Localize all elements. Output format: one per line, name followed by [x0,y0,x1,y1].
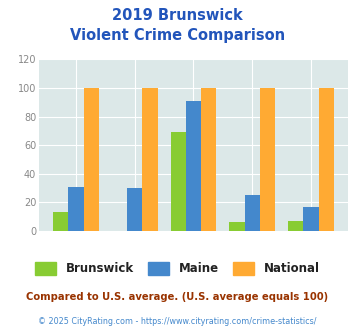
Bar [170,132,186,231]
Bar [186,101,201,231]
Legend: Brunswick, Maine, National: Brunswick, Maine, National [31,258,324,280]
Bar [260,88,275,231]
Text: Compared to U.S. average. (U.S. average equals 100): Compared to U.S. average. (U.S. average … [26,292,329,302]
Bar [69,187,84,231]
Text: 2019 Brunswick: 2019 Brunswick [112,8,243,23]
Bar [229,222,245,231]
Bar [127,188,142,231]
Bar [53,213,69,231]
Bar [201,88,217,231]
Text: © 2025 CityRating.com - https://www.cityrating.com/crime-statistics/: © 2025 CityRating.com - https://www.city… [38,317,317,326]
Text: Violent Crime Comparison: Violent Crime Comparison [70,28,285,43]
Bar [318,88,334,231]
Bar [303,207,318,231]
Bar [245,195,260,231]
Bar [142,88,158,231]
Bar [288,221,303,231]
Bar [84,88,99,231]
